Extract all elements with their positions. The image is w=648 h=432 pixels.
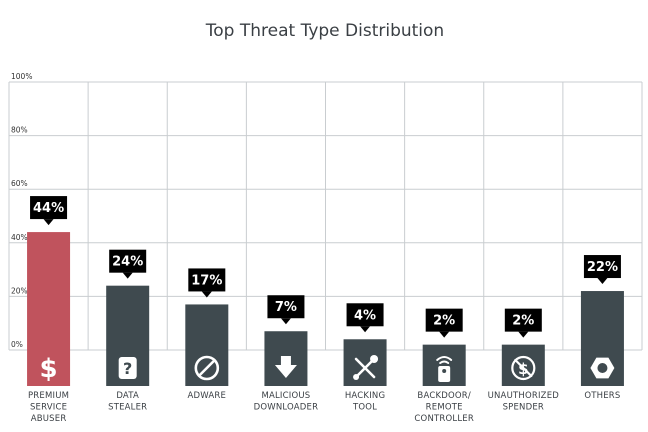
data-label-pointer: [439, 331, 450, 338]
category-label: DATA: [116, 391, 139, 401]
data-label: 2%: [433, 314, 455, 329]
y-axis: 0% 20% 40% 60% 80% 100%: [11, 72, 32, 349]
download-arrow-icon: [274, 356, 297, 378]
category-label: CONTROLLER: [414, 414, 474, 424]
category-label: UNAUTHORIZED: [488, 391, 560, 401]
data-label-pointer: [518, 331, 529, 338]
data-label-box: [30, 196, 68, 220]
circle: [194, 355, 220, 381]
icon-bg: [118, 357, 137, 379]
no-entry-icon: [194, 355, 220, 381]
y-tick-label: 40%: [11, 233, 28, 242]
data-label: 2%: [512, 314, 534, 329]
hole: [597, 363, 608, 373]
y-tick-label: 80%: [11, 126, 28, 135]
data-label-box: [583, 255, 621, 279]
category-label: MALICIOUS: [261, 391, 310, 401]
data-label-pointer: [122, 272, 133, 279]
wrench-tail: [353, 374, 360, 380]
category-label: TOOL: [352, 403, 377, 413]
data-label: 22%: [587, 260, 618, 275]
y-tick-label: 0%: [11, 340, 23, 349]
bar: [27, 232, 71, 386]
data-label-pointer: [280, 318, 291, 325]
data-label: 17%: [191, 273, 222, 288]
data-label-box: [267, 295, 305, 319]
category-label: STEALER: [108, 403, 147, 413]
category-label: REMOTE: [426, 403, 463, 413]
data-label: 7%: [275, 300, 297, 315]
chart-grid: [8, 81, 643, 351]
hex-nut-icon: [590, 357, 615, 379]
category-label: SPENDER: [503, 403, 544, 413]
data-label: 44%: [33, 201, 64, 216]
y-tick-label: 20%: [11, 286, 28, 295]
data-label-box: [425, 308, 463, 332]
category-label: OTHERS: [584, 391, 620, 401]
data-label-box: [188, 268, 226, 292]
dollar-glyph: $: [40, 354, 58, 384]
crossed-dollar-icon: $: [511, 355, 536, 381]
data-label-box: [346, 303, 384, 327]
category-label: SERVICE: [30, 403, 67, 413]
remote-body: [438, 366, 451, 382]
signal-inner: [439, 360, 450, 364]
category-label: HACKING: [345, 391, 385, 401]
icons: $? $: [40, 354, 615, 384]
question-icon: ?: [118, 357, 137, 379]
y-tick-label: 60%: [11, 179, 28, 188]
data-label-pointer: [360, 326, 371, 333]
wrench-screwdriver-icon: [353, 355, 379, 380]
remote-control-icon: [436, 356, 453, 382]
data-label: 4%: [354, 308, 376, 323]
wrench-head: [370, 355, 379, 363]
bar: [185, 304, 229, 386]
data-labels: 44% 24% 17% 7% 4% 2% 2% 22%: [30, 196, 621, 338]
slash: [514, 358, 533, 378]
data-label: 24%: [112, 255, 143, 270]
signal-outer: [436, 356, 453, 361]
category-label: ABUSER: [31, 414, 67, 424]
data-label-pointer: [43, 219, 54, 226]
slash: [198, 359, 216, 377]
bar: [343, 339, 387, 386]
category-label: DOWNLOADER: [254, 403, 319, 413]
data-label-box: [109, 249, 147, 273]
remote-button: [442, 369, 447, 373]
data-label-box: [504, 308, 542, 332]
chart-title: Top Threat Type Distribution: [205, 21, 444, 41]
category-label: BACKDOOR/: [417, 391, 471, 401]
data-label-pointer: [201, 291, 212, 298]
question-glyph: ?: [123, 359, 132, 378]
circle: [511, 355, 536, 381]
category-label: ADWARE: [188, 391, 227, 401]
category-label: PREMIUM: [28, 391, 69, 401]
arrow: [274, 356, 297, 378]
data-label-pointer: [597, 278, 608, 285]
dollar-icon: $: [40, 354, 58, 384]
y-tick-label: 100%: [11, 72, 32, 81]
wrench: [354, 357, 376, 379]
